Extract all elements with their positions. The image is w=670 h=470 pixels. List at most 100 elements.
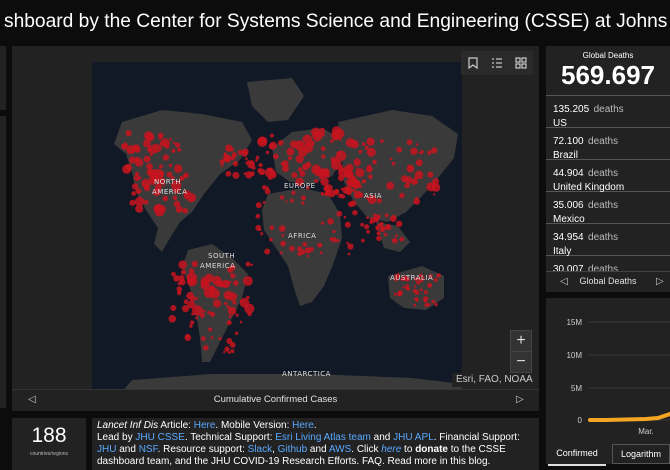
case-bubble[interactable] [348, 179, 352, 183]
case-bubble[interactable] [413, 303, 417, 307]
case-bubble[interactable] [279, 251, 283, 255]
next-arrow-icon[interactable]: ▷ [656, 276, 664, 287]
case-bubble[interactable] [189, 268, 195, 274]
case-bubble[interactable] [150, 170, 154, 174]
case-bubble[interactable] [173, 186, 180, 194]
case-bubble[interactable] [219, 159, 225, 165]
case-bubble[interactable] [157, 176, 166, 185]
case-bubble[interactable] [202, 309, 206, 313]
case-bubble[interactable] [311, 127, 321, 138]
case-bubble[interactable] [232, 300, 237, 305]
case-bubble[interactable] [420, 150, 424, 154]
case-bubble[interactable] [221, 279, 231, 289]
case-bubble[interactable] [406, 139, 413, 146]
case-bubble[interactable] [294, 140, 305, 151]
case-bubble[interactable] [431, 183, 441, 192]
case-bubble[interactable] [436, 273, 442, 278]
case-bubble[interactable] [255, 213, 261, 219]
case-bubble[interactable] [209, 312, 213, 316]
case-bubble[interactable] [278, 225, 286, 232]
case-bubble[interactable] [255, 155, 260, 160]
case-bubble[interactable] [146, 163, 153, 170]
case-bubble[interactable] [278, 140, 284, 146]
case-bubble[interactable] [295, 155, 304, 163]
case-bubble[interactable] [152, 187, 162, 197]
case-bubble[interactable] [183, 299, 189, 305]
case-bubble[interactable] [358, 149, 363, 154]
case-bubble[interactable] [231, 152, 238, 158]
case-bubble[interactable] [170, 176, 175, 181]
case-bubble[interactable] [134, 196, 145, 207]
case-bubble[interactable] [228, 315, 232, 319]
case-bubble[interactable] [129, 156, 137, 164]
case-bubble[interactable] [423, 298, 428, 303]
case-bubble[interactable] [232, 160, 239, 167]
case-bubble[interactable] [416, 280, 421, 285]
case-bubble[interactable] [232, 171, 240, 179]
case-bubble[interactable] [360, 222, 364, 227]
case-bubble[interactable] [242, 151, 248, 157]
case-bubble[interactable] [173, 200, 181, 208]
case-bubble[interactable] [396, 146, 403, 153]
case-bubble[interactable] [172, 195, 178, 201]
case-bubble[interactable] [131, 183, 139, 190]
case-bubble[interactable] [229, 342, 236, 348]
case-bubble[interactable] [336, 239, 340, 243]
case-bubble[interactable] [281, 160, 289, 168]
case-bubble[interactable] [262, 201, 266, 204]
case-bubble[interactable] [414, 277, 419, 282]
case-bubble[interactable] [384, 213, 389, 218]
case-bubble[interactable] [360, 238, 365, 243]
case-bubble[interactable] [306, 185, 310, 190]
case-bubble[interactable] [227, 351, 231, 354]
case-bubble[interactable] [396, 220, 403, 227]
case-bubble[interactable] [268, 175, 273, 180]
case-bubble[interactable] [183, 193, 190, 200]
case-bubble[interactable] [281, 233, 285, 237]
case-bubble[interactable] [224, 346, 230, 352]
case-bubble[interactable] [344, 221, 351, 228]
list-item[interactable]: 30.007 deaths [546, 256, 670, 272]
case-bubble[interactable] [262, 185, 267, 190]
case-bubble[interactable] [321, 168, 330, 177]
case-bubble[interactable] [395, 234, 398, 238]
case-bubble[interactable] [338, 193, 343, 199]
case-bubble[interactable] [250, 263, 254, 267]
case-bubble[interactable] [368, 174, 373, 179]
case-bubble[interactable] [350, 139, 359, 149]
case-bubble[interactable] [352, 210, 358, 216]
case-bubble[interactable] [188, 191, 191, 194]
case-bubble[interactable] [170, 305, 177, 311]
case-bubble[interactable] [269, 141, 278, 150]
case-bubble[interactable] [174, 142, 181, 148]
case-bubble[interactable] [354, 194, 359, 199]
case-bubble[interactable] [330, 139, 334, 143]
case-bubble[interactable] [407, 287, 411, 291]
case-bubble[interactable] [255, 159, 258, 162]
case-bubble[interactable] [355, 168, 365, 178]
case-bubble[interactable] [433, 193, 436, 196]
case-bubble[interactable] [255, 224, 262, 231]
case-bubble[interactable] [410, 147, 418, 156]
case-bubble[interactable] [338, 137, 342, 141]
case-bubble[interactable] [331, 131, 340, 140]
case-bubble[interactable] [147, 147, 152, 152]
case-bubble[interactable] [299, 170, 306, 177]
list-item[interactable]: 35.006 deaths Mexico [546, 192, 670, 225]
list-item[interactable]: 44.904 deaths United Kingdom [546, 160, 670, 193]
case-bubble[interactable] [353, 158, 361, 167]
case-bubble[interactable] [331, 159, 342, 170]
case-bubble[interactable] [147, 145, 156, 154]
case-bubble[interactable] [184, 334, 192, 342]
case-bubble[interactable] [427, 282, 433, 288]
case-bubble[interactable] [183, 172, 189, 179]
jhu-csse-link[interactable]: JHU CSSE [135, 432, 185, 443]
case-bubble[interactable] [320, 146, 326, 152]
case-bubble[interactable] [182, 305, 190, 313]
case-bubble[interactable] [365, 196, 369, 200]
case-bubble[interactable] [179, 278, 186, 286]
case-bubble[interactable] [415, 159, 423, 167]
case-bubble[interactable] [419, 278, 424, 283]
case-bubble[interactable] [220, 163, 224, 167]
case-bubble[interactable] [424, 303, 429, 307]
